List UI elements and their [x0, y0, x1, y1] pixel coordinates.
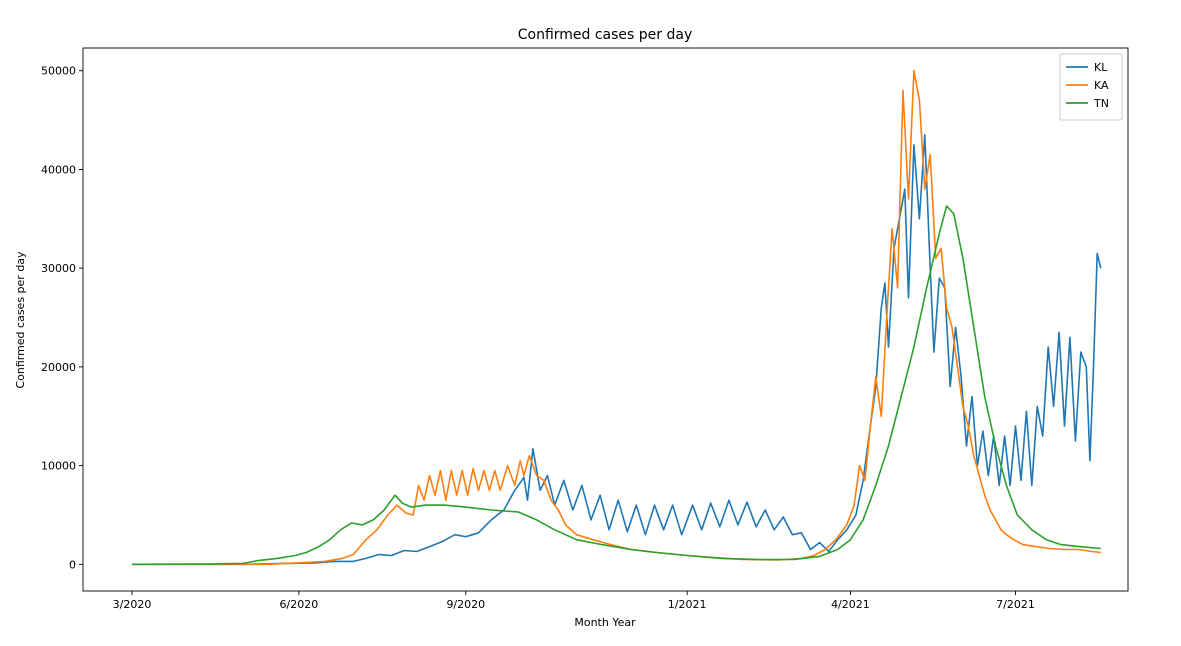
x-tick-label: 9/2020: [446, 598, 485, 611]
x-tick-label: 3/2020: [113, 598, 152, 611]
legend: KL KA TN: [1059, 53, 1123, 121]
series-line-kl: [132, 134, 1102, 566]
y-tick-label: 20000: [41, 361, 76, 374]
series-line-tn: [131, 205, 1101, 566]
legend-label-tn: TN: [1093, 97, 1109, 110]
y-tick-label: 40000: [41, 163, 76, 176]
x-tick-label: 1/2021: [668, 598, 707, 611]
y-tick-label: 0: [69, 558, 76, 571]
x-axis-title: Month Year: [574, 616, 636, 629]
legend-box: [1059, 53, 1123, 121]
y-tick-label: 30000: [41, 262, 76, 275]
legend-label-ka: KA: [1094, 79, 1109, 92]
plot-frame: [82, 47, 1129, 592]
x-tick-label: 7/2021: [996, 598, 1035, 611]
legend-label-kl: KL: [1094, 61, 1108, 74]
chart-title: Confirmed cases per day: [518, 27, 693, 43]
x-tick-label: 4/2021: [831, 598, 870, 611]
plot-area: 3/2020 6/2020 9/2020 1/2021 4/2021 7/2021 0 100…: [41, 47, 1129, 611]
y-tick-label: 10000: [41, 460, 76, 473]
x-tick-label: 6/2020: [280, 598, 319, 611]
y-tick-label: 50000: [41, 65, 76, 78]
y-axis-title: Confirmed cases per day: [14, 251, 27, 389]
series-line-ka: [132, 69, 1101, 566]
